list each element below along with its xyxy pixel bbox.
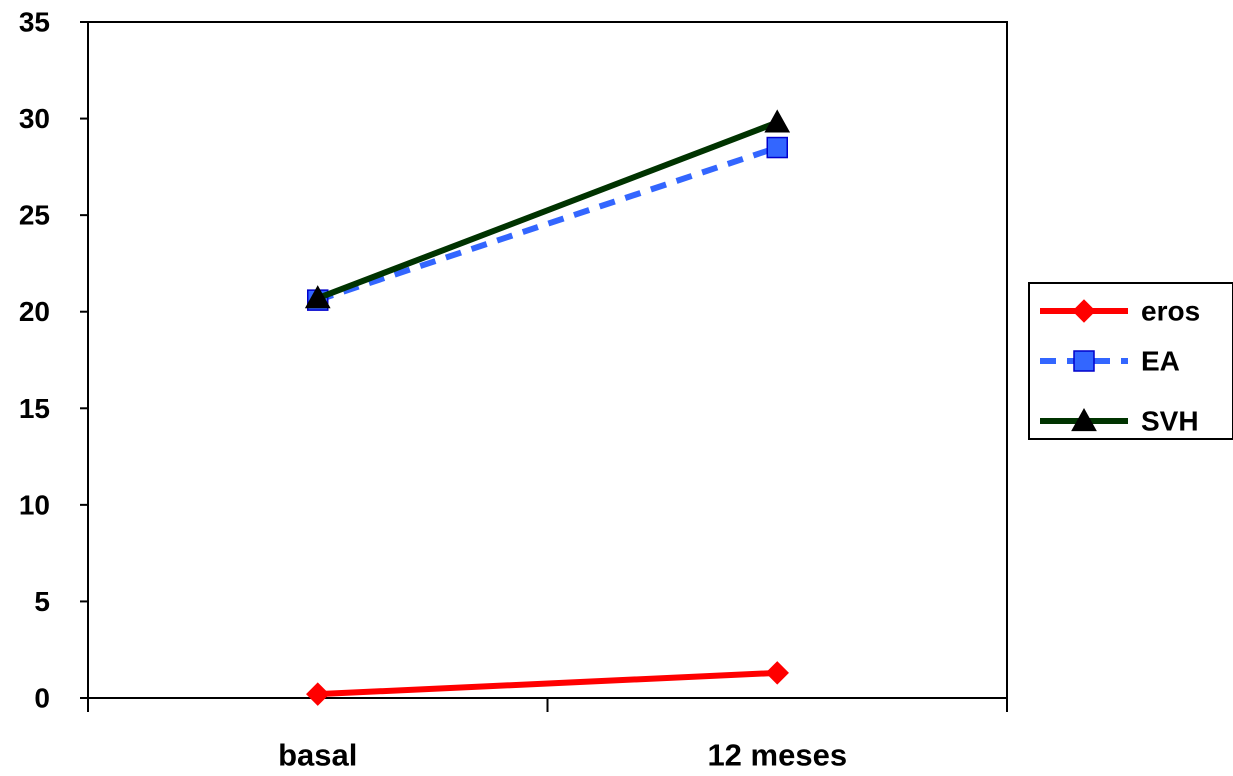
data-point-eros <box>765 661 789 685</box>
y-tick-label: 0 <box>34 683 50 714</box>
data-point-eros <box>306 682 330 706</box>
x-category-label: 12 meses <box>707 738 847 773</box>
y-axis: 0 5 10 15 20 25 30 35 <box>19 7 88 714</box>
series-line-eros <box>317 669 778 698</box>
y-tick-label: 35 <box>19 7 50 38</box>
y-tick-label: 25 <box>19 200 50 231</box>
y-tick-label: 10 <box>19 489 50 520</box>
legend-box <box>1028 282 1233 440</box>
legend-marker-ea <box>1073 350 1095 372</box>
series-layer <box>304 109 791 706</box>
plot-area <box>87 21 1008 699</box>
legend-marker-svh <box>1071 407 1097 432</box>
legend-marker-eros <box>1072 299 1096 323</box>
x-axis: basal 12 meses <box>87 698 1008 773</box>
data-point-svh <box>304 285 331 309</box>
legend-label: SVH <box>1141 406 1199 437</box>
legend-label: eros <box>1141 296 1200 327</box>
data-point-svh <box>764 109 791 133</box>
legend-label: EA <box>1141 346 1180 377</box>
series-line-svh <box>316 119 779 301</box>
y-tick-label: 20 <box>19 296 50 327</box>
x-category-label: basal <box>278 738 357 773</box>
y-tick-label: 30 <box>19 103 50 134</box>
legend: eros EA SVH <box>1028 282 1233 440</box>
y-tick-label: 15 <box>19 393 50 424</box>
data-point-ea <box>766 136 788 159</box>
y-tick-label: 5 <box>34 586 50 617</box>
